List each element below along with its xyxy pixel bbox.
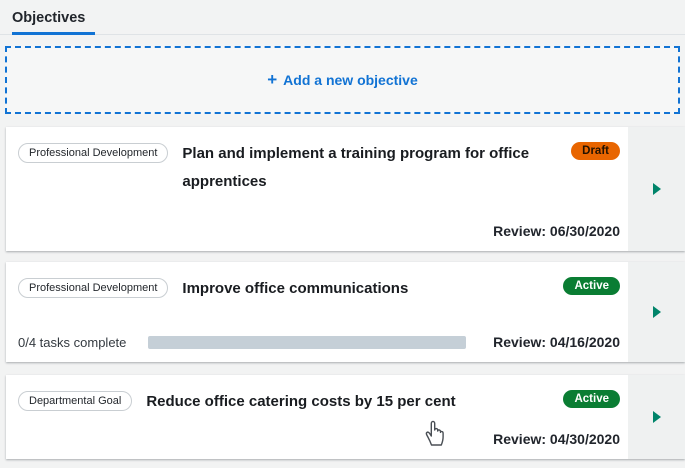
expand-triangle-icon — [652, 411, 661, 423]
tab-objectives[interactable]: Objectives — [12, 10, 96, 35]
tasks-complete-label: 0/4 tasks complete — [18, 334, 127, 350]
card-content: Departmental Goal Reduce office catering… — [6, 375, 628, 459]
card-content: Professional Development Plan and implem… — [6, 127, 628, 251]
add-objective-label: Add a new objective — [283, 72, 418, 88]
status-badge: Active — [563, 390, 620, 408]
objective-card-training-program[interactable]: Professional Development Plan and implem… — [6, 127, 685, 251]
review-date: Review: 06/30/2020 — [493, 223, 620, 239]
expand-button[interactable] — [628, 127, 685, 251]
expand-triangle-icon — [652, 306, 661, 318]
plus-icon: + — [267, 69, 278, 89]
expand-button[interactable] — [628, 262, 685, 362]
status-badge: Draft — [571, 142, 620, 160]
objective-title: Plan and implement a training program fo… — [182, 145, 530, 190]
add-objective-button[interactable]: + Add a new objective — [5, 46, 680, 114]
card-content: Professional Development Improve office … — [6, 262, 628, 362]
progress-bar — [148, 335, 466, 349]
review-date: Review: 04/16/2020 — [493, 334, 620, 350]
review-date: Review: 04/30/2020 — [493, 431, 620, 447]
objective-card-office-communications[interactable]: Professional Development Improve office … — [6, 262, 685, 362]
category-pill: Professional Development — [18, 278, 169, 298]
objective-title: Reduce office catering costs by 15 per c… — [146, 393, 456, 410]
objective-card-catering-costs[interactable]: Departmental Goal Reduce office catering… — [6, 375, 685, 459]
tab-bar: Objectives — [0, 0, 685, 35]
status-badge: Active — [563, 277, 620, 295]
objective-title: Improve office communications — [182, 280, 409, 297]
category-pill: Departmental Goal — [18, 391, 133, 411]
objective-list: Professional Development Plan and implem… — [6, 127, 685, 459]
expand-triangle-icon — [652, 183, 661, 195]
expand-button[interactable] — [628, 375, 685, 459]
category-pill: Professional Development — [18, 143, 169, 163]
